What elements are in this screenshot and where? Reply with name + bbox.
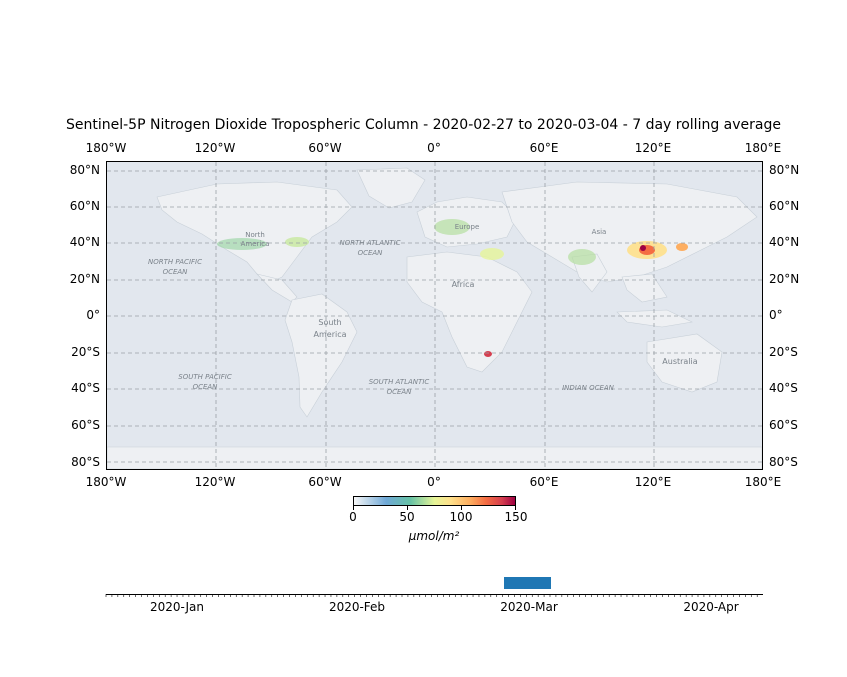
lat-label-left: 80°N [69, 163, 100, 177]
lat-label-right: 40°S [769, 381, 798, 395]
lat-label-left: 60°S [71, 418, 100, 432]
lon-label-bottom: 180°W [85, 475, 127, 489]
label-indian-ocean: INDIAN OCEAN [562, 384, 615, 392]
timeline-axis[interactable] [106, 594, 763, 595]
timeline-ticks [105, 594, 758, 597]
lon-label-top: 0° [427, 141, 441, 155]
lon-label-top: 120°E [634, 141, 672, 155]
north-america [156, 181, 353, 285]
geo-labels: North America South America Europe Afric… [148, 223, 698, 396]
label-north-america-2: America [241, 240, 270, 248]
label-africa: Africa [452, 280, 475, 289]
lon-label-top: 60°W [308, 141, 342, 155]
europe [416, 196, 518, 248]
lat-label-right: 0° [769, 308, 783, 322]
lat-label-right: 40°N [769, 235, 800, 249]
lat-label-right: 60°N [769, 199, 800, 213]
colorbar-unit: μmol/m² [408, 529, 460, 543]
timeline-label: 2020-Feb [328, 600, 386, 614]
colorbar-tick-label: 0 [349, 510, 357, 524]
label-asia: Asia [592, 228, 607, 236]
label-australia: Australia [662, 357, 697, 366]
timeline-label: 2020-Mar [500, 600, 558, 614]
lat-label-right: 80°S [769, 455, 798, 469]
label-north-atlantic-2: OCEAN [358, 249, 384, 257]
map-title: Sentinel-5P Nitrogen Dioxide Tropospheri… [66, 117, 781, 133]
label-europe: Europe [455, 223, 480, 231]
label-south-pacific: SOUTH PACIFIC [178, 373, 232, 381]
lat-label-left: 40°N [69, 235, 100, 249]
indonesia [616, 309, 693, 328]
lon-label-bottom: 120°E [634, 475, 672, 489]
timeline-selected-range[interactable] [504, 577, 551, 589]
map-canvas: North America South America Europe Afric… [107, 162, 762, 469]
colorbar-tick [461, 506, 462, 510]
label-south-pacific-2: OCEAN [193, 383, 219, 391]
lat-label-right: 20°S [769, 345, 798, 359]
label-south-atlantic: SOUTH ATLANTIC [369, 378, 430, 386]
label-north-atlantic: NORTH ATLANTIC [339, 239, 400, 247]
colorbar-tick-label: 50 [399, 510, 415, 524]
graticule [107, 162, 762, 469]
lat-label-left: 20°N [69, 272, 100, 286]
lat-label-left: 60°N [69, 199, 100, 213]
south-america [284, 293, 358, 418]
lon-label-top: 120°W [194, 141, 236, 155]
lon-label-top: 180°E [744, 141, 782, 155]
antarctica [107, 446, 762, 469]
lon-label-top: 180°W [85, 141, 127, 155]
lat-label-left: 20°S [71, 345, 100, 359]
lon-label-bottom: 60°W [308, 475, 342, 489]
world-map[interactable]: North America South America Europe Afric… [106, 161, 763, 470]
lat-label-left: 40°S [71, 381, 100, 395]
label-north-pacific: NORTH PACIFIC [148, 258, 202, 266]
lat-label-left: 80°S [71, 455, 100, 469]
label-south-america-2: America [314, 330, 347, 339]
lon-label-bottom: 120°W [194, 475, 236, 489]
lon-label-top: 60°E [529, 141, 559, 155]
colorbar-tick-label: 100 [449, 510, 473, 524]
label-north-america: North [245, 231, 265, 239]
colorbar-tick-label: 150 [504, 510, 528, 524]
no2-hotspots [217, 219, 688, 357]
greenland [356, 167, 426, 209]
colorbar-tick [515, 506, 516, 510]
timeline-label: 2020-Jan [149, 600, 205, 614]
colorbar-tick [407, 506, 408, 510]
lon-label-bottom: 0° [427, 475, 441, 489]
label-north-pacific-2: OCEAN [163, 268, 189, 276]
colorbar [353, 496, 516, 506]
lat-label-left: 0° [86, 308, 100, 322]
lat-label-right: 60°S [769, 418, 798, 432]
label-south-atlantic-2: OCEAN [387, 388, 413, 396]
lat-label-right: 20°N [769, 272, 800, 286]
lon-label-bottom: 180°E [744, 475, 782, 489]
lon-label-bottom: 60°E [529, 475, 559, 489]
label-south-america: South [318, 318, 341, 327]
australia [646, 333, 723, 393]
southeast-asia [621, 273, 668, 303]
lat-label-right: 80°N [769, 163, 800, 177]
colorbar-tick [353, 506, 354, 510]
timeline-label: 2020-Apr [683, 600, 739, 614]
